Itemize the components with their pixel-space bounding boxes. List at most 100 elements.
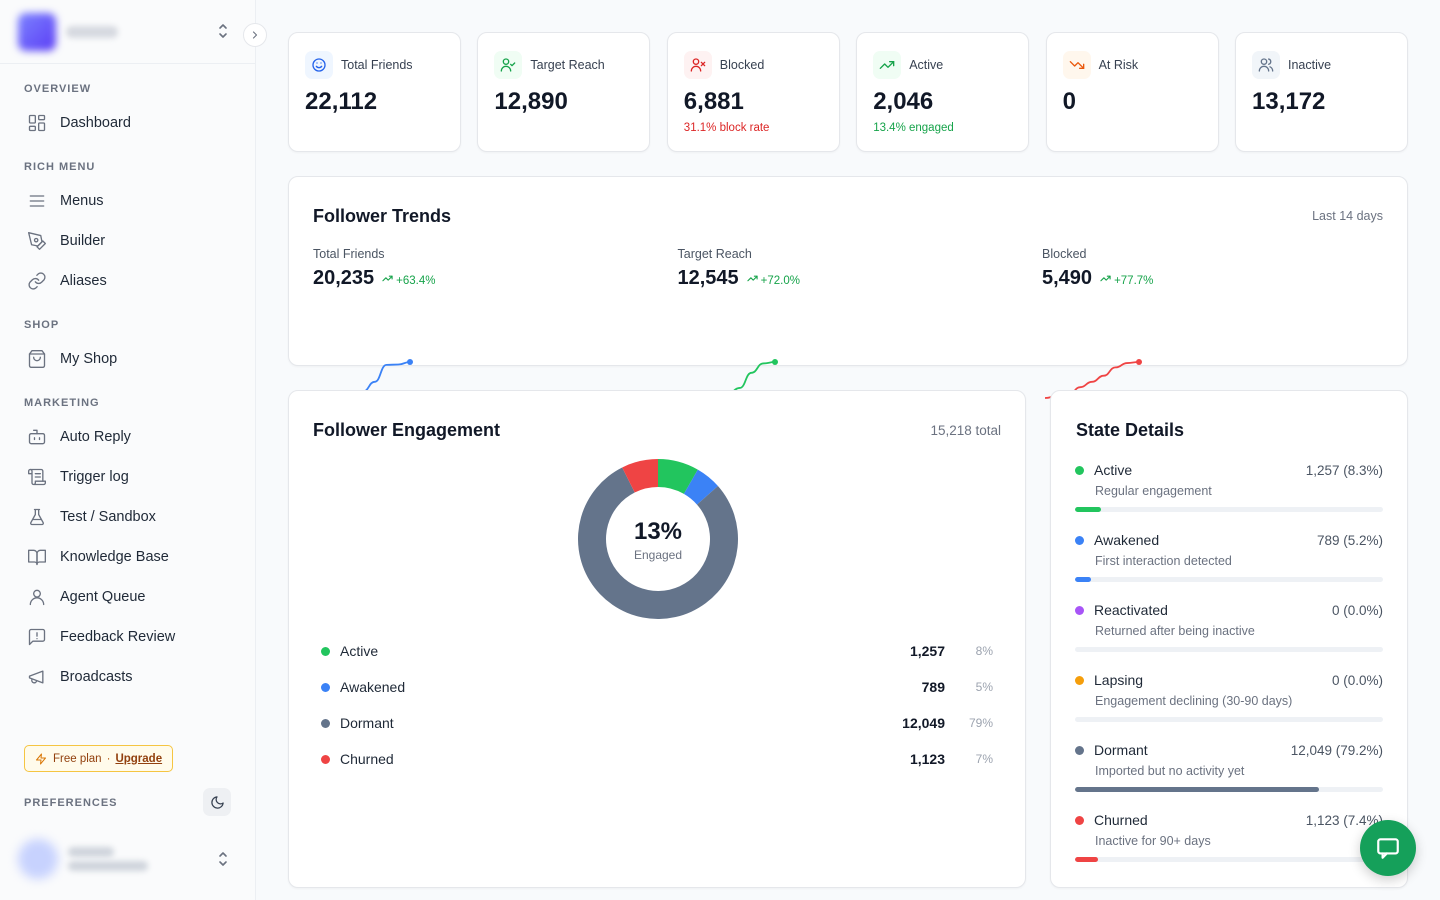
sidebar-item-knowledge-base[interactable]: Knowledge Base: [0, 537, 256, 577]
state-value: 0 (0.0%): [1331, 672, 1383, 688]
sparkline-endpoint: [771, 359, 778, 365]
trend-label: Target Reach: [677, 247, 752, 261]
trend-delta: +72.0%: [747, 273, 800, 287]
state-progress-bar: [1075, 787, 1383, 792]
sidebar-item-auto-reply[interactable]: Auto Reply: [0, 417, 256, 457]
legend-item-awakened: Awakened 789 5%: [321, 677, 993, 697]
chevrons-up-down-icon: [216, 850, 230, 868]
trend-label: Blocked: [1042, 247, 1087, 261]
donut-slice-dormant[interactable]: [578, 467, 738, 619]
state-reactivated: Reactivated 0 (0.0%) Returned after being …: [1075, 601, 1383, 652]
message-alert-icon: [27, 627, 60, 647]
state-progress-bar: [1075, 647, 1383, 652]
state-progress-fill: [1075, 577, 1092, 582]
chevron-right-icon: [249, 29, 261, 41]
stat-value: 12,890: [494, 88, 568, 115]
legend-dot: [321, 718, 330, 728]
state-progress-fill: [1075, 787, 1319, 792]
sidebar-item-broadcasts[interactable]: Broadcasts: [0, 657, 256, 697]
legend-percent: 8%: [975, 644, 993, 658]
stat-card-total-friends[interactable]: Total Friends 22,112: [288, 32, 461, 152]
sidebar-item-label: My Shop: [60, 351, 118, 367]
smile-icon: [305, 51, 333, 79]
state-progress-bar: [1075, 577, 1383, 582]
stat-value: 0: [1062, 88, 1076, 115]
legend-dot: [321, 682, 330, 692]
section-label: OVERVIEW: [24, 83, 92, 95]
stat-label: Target Reach: [530, 58, 605, 72]
stat-card-active[interactable]: Active 2,046 13.4% engaged: [856, 32, 1030, 152]
sidebar-nav: OVERVIEW Dashboard RICH MENU Menus Builder Al…: [0, 82, 256, 697]
sidebar-item-label: Test / Sandbox: [60, 509, 156, 525]
sidebar-item-test-sandbox[interactable]: Test / Sandbox: [0, 497, 256, 537]
sidebar-item-menus[interactable]: Menus: [0, 181, 256, 221]
trend-delta-value: +63.4%: [396, 275, 436, 287]
book-icon: [27, 547, 60, 567]
engaged-percent: 13%: [633, 518, 683, 545]
plan-separator: ·: [106, 752, 111, 765]
shopping-bag-icon: [27, 349, 60, 369]
workspace-switcher[interactable]: [18, 12, 238, 52]
sidebar-item-agent-queue[interactable]: Agent Queue: [0, 577, 256, 617]
state-dot: [1075, 675, 1084, 685]
sidebar-item-label: Aliases: [60, 273, 107, 289]
state-active: Active 1,257 (8.3%) Regular engagement: [1075, 461, 1383, 512]
legend-name: Active: [340, 643, 379, 659]
state-header: Dormant 12,049 (79.2%): [1075, 741, 1383, 759]
collapse-sidebar-button[interactable]: [243, 23, 267, 47]
donut-slice-active[interactable]: [658, 459, 698, 494]
legend-value: 12,049: [902, 715, 945, 731]
state-dot: [1075, 465, 1084, 475]
state-value: 789 (5.2%): [1316, 532, 1383, 548]
chat-button[interactable]: [1360, 820, 1416, 876]
trend-delta-value: +72.0%: [760, 275, 800, 287]
state-value: 12,049 (79.2%): [1290, 742, 1383, 758]
state-value: 1,257 (8.3%): [1305, 462, 1383, 478]
user-menu[interactable]: [18, 836, 238, 882]
state-churned: Churned 1,123 (7.4%) Inactive for 90+ days: [1075, 811, 1383, 862]
state-dot: [1075, 745, 1084, 755]
stat-label: Total Friends: [341, 58, 413, 72]
upgrade-link[interactable]: Upgrade: [115, 752, 163, 765]
stat-header: At Risk: [1062, 51, 1138, 79]
plan-badge[interactable]: Free plan · Upgrade: [24, 745, 174, 772]
engagement-donut-chart: [578, 459, 738, 619]
link-icon: [27, 271, 60, 291]
donut-slice-awakened[interactable]: [683, 469, 718, 505]
sidebar-item-my-shop[interactable]: My Shop: [0, 339, 256, 379]
legend-item-churned: Churned 1,123 7%: [321, 749, 993, 769]
stat-card-blocked[interactable]: Blocked 6,881 31.1% block rate: [666, 32, 840, 152]
sidebar-item-feedback-review[interactable]: Feedback Review: [0, 617, 256, 657]
follower-trends-panel: Follower Trends Last 14 days Total Frien…: [288, 176, 1408, 399]
zap-icon: [35, 753, 47, 765]
state-name: Dormant: [1094, 742, 1148, 758]
state-header: Churned 1,123 (7.4%): [1075, 811, 1383, 829]
sidebar-item-label: Dashboard: [60, 115, 131, 131]
sidebar-item-label: Feedback Review: [60, 629, 176, 645]
theme-toggle-button[interactable]: [203, 788, 231, 816]
sidebar-item-label: Trigger log: [60, 469, 129, 485]
state-lapsing: Lapsing 0 (0.0%) Engagement declining (30-…: [1075, 671, 1383, 722]
stat-card-at-risk[interactable]: At Risk 0: [1045, 32, 1219, 152]
trending-up-icon: [747, 275, 758, 287]
sidebar-item-builder[interactable]: Builder: [0, 221, 256, 261]
trend-target-reach: Target Reach 12,545 +72.0%: [677, 247, 918, 399]
state-dormant: Dormant 12,049 (79.2%) Imported but no act…: [1075, 741, 1383, 792]
section-label: SHOP: [24, 319, 60, 331]
legend-dot: [321, 754, 330, 764]
stat-card-inactive[interactable]: Inactive 13,172: [1235, 32, 1408, 152]
legend-dot: [321, 646, 330, 656]
donut-slice-churned[interactable]: [622, 459, 658, 493]
trending-up-icon: [382, 275, 393, 287]
user-check-icon: [494, 51, 523, 79]
stat-card-target-reach[interactable]: Target Reach 12,890: [477, 32, 651, 152]
sidebar-item-aliases[interactable]: Aliases: [0, 261, 256, 301]
sidebar-item-trigger-log[interactable]: Trigger log: [0, 457, 256, 497]
trend-value-row: 12,545 +72.0%: [678, 267, 918, 290]
user-info: [68, 843, 148, 875]
trend-label: Total Friends: [313, 247, 385, 261]
state-dot: [1075, 605, 1084, 615]
stat-header: Target Reach: [494, 51, 605, 79]
state-header: Reactivated 0 (0.0%): [1075, 601, 1383, 619]
sidebar-item-dashboard[interactable]: Dashboard: [0, 103, 256, 143]
